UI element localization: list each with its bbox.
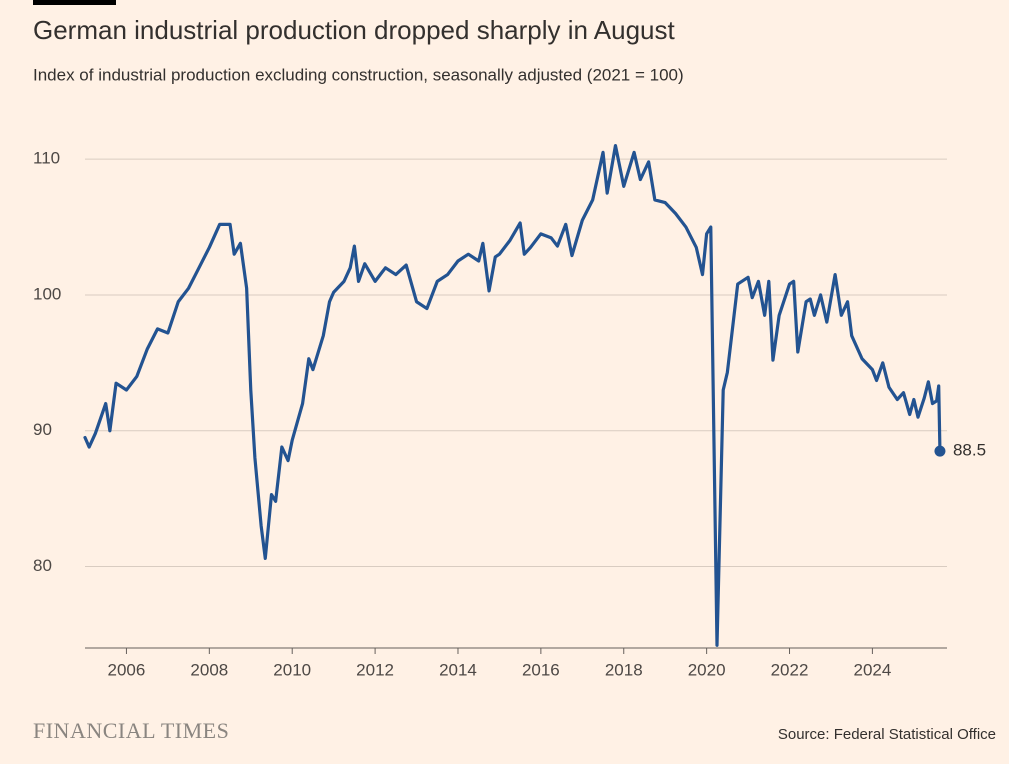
- x-tick-label: 2024: [853, 660, 891, 679]
- x-tick-label: 2010: [273, 660, 311, 679]
- logo: FINANCIAL TIMES: [33, 718, 229, 743]
- x-tick-label: 2022: [771, 660, 809, 679]
- x-tick-label: 2014: [439, 660, 477, 679]
- chart-subtitle: Index of industrial production excluding…: [33, 65, 684, 84]
- source: Source: Federal Statistical Office: [778, 726, 996, 743]
- y-tick-label: 110: [33, 149, 60, 168]
- x-tick-label: 2016: [522, 660, 560, 679]
- x-tick-label: 2006: [108, 660, 146, 679]
- brand-bar: [33, 0, 116, 5]
- y-tick-label: 80: [33, 556, 52, 575]
- line: [83, 143, 942, 647]
- x-tick-label: 2018: [605, 660, 643, 679]
- x-tick-label: 2020: [688, 660, 726, 679]
- y-tick-label: 100: [33, 284, 61, 303]
- y-tick-label: 90: [33, 420, 52, 439]
- end-marker: [934, 445, 946, 457]
- x-tick-label: 2008: [190, 660, 228, 679]
- chart-title: German industrial production dropped sha…: [33, 15, 675, 45]
- end-label: 88.5: [953, 441, 986, 460]
- x-tick-label: 2012: [356, 660, 394, 679]
